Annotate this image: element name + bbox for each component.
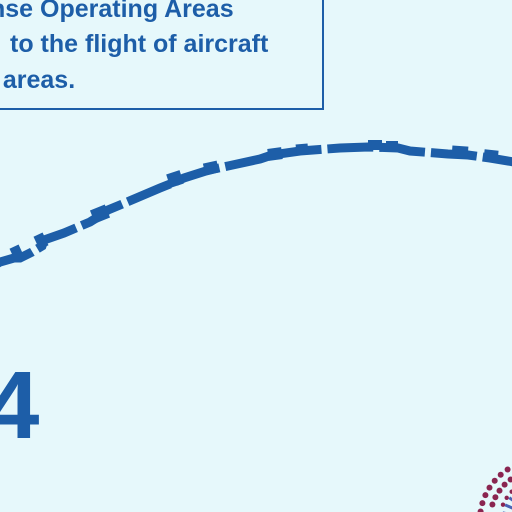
stamp-dot [497,471,504,478]
dotted-stamp-icon [477,466,512,512]
boundary-notch [267,147,283,161]
legend-line: to the flight of aircraft [10,30,269,58]
boundary-notch [33,232,49,250]
stamp-dot [507,476,512,483]
boundary-notch [368,140,382,150]
stamp-dot [500,502,506,507]
legend-line: e areas. [0,66,76,94]
boundary-notch [386,141,398,151]
stamp-dot [504,495,509,500]
boundary-notch [295,143,309,155]
stamp-dot [486,484,493,491]
boundary-notch [451,145,469,159]
boundary-notch [202,160,220,176]
stamp-stroke [508,496,512,502]
stamp-dot [477,508,484,512]
boundary-notch [483,149,499,163]
legend-box: nse Operating Areas to the flight of air… [0,0,324,110]
stamp-dot [491,477,498,484]
boundary-line [0,142,512,268]
area-number-label: 4 [0,352,40,459]
boundary-notch [166,170,184,188]
stamp-dot [509,489,512,494]
stamp-dot [504,466,511,473]
stamp-dot [489,501,496,508]
legend-line: nse Operating Areas [0,0,234,23]
stamp-dot [479,500,486,507]
stamp-dot [501,481,508,488]
boundary-notch [89,204,111,224]
operating-area-boundary [0,140,512,268]
stamp-dot [492,494,499,501]
stamp-stroke [504,503,512,510]
stamp-dot [482,492,489,499]
stamp-dot [496,487,503,494]
boundary-notch [9,244,25,262]
